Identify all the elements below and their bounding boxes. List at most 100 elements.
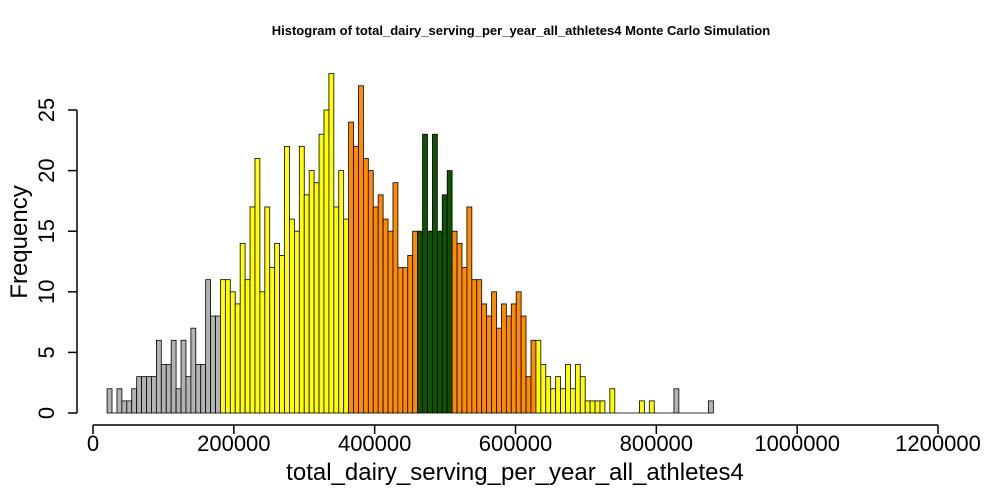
histogram-bar [486, 315, 492, 414]
histogram-bar [259, 291, 266, 414]
histogram-bar [151, 376, 157, 414]
histogram-bar [190, 327, 197, 414]
histogram-bar [362, 158, 369, 414]
histogram-bar [673, 388, 680, 414]
x-tick-label: 400000 [338, 431, 411, 456]
histogram-bar [333, 206, 340, 414]
x-tick-label: 600000 [479, 431, 552, 456]
x-axis: 0 200000 400000 600000 800000 1000000 1200000 [87, 424, 981, 456]
histogram-bar [530, 339, 537, 414]
histogram-bar [254, 158, 261, 414]
histogram-bar [476, 279, 483, 414]
y-tick-label: 15 [34, 219, 59, 243]
histogram-bar [269, 267, 276, 414]
histogram-bar [579, 376, 586, 414]
histogram-bar [520, 315, 527, 414]
histogram-bar [289, 218, 295, 414]
histogram-bar [609, 388, 616, 414]
histogram-bar [343, 218, 350, 414]
histogram-bar [481, 303, 488, 414]
y-tick-label: 25 [34, 98, 59, 122]
histogram-bar [328, 73, 335, 414]
histogram-bar [308, 170, 315, 414]
histogram-bar [565, 364, 571, 414]
x-tick-label: 800000 [620, 431, 693, 456]
histogram-bar [471, 279, 478, 414]
histogram-bar [170, 339, 177, 414]
histogram-bar [496, 327, 502, 414]
histogram-bar [412, 230, 419, 414]
histogram-bar [570, 388, 576, 414]
histogram-bar [574, 364, 581, 414]
histogram-bar [338, 170, 345, 414]
histogram-bar [146, 376, 152, 414]
x-tick-label: 200000 [197, 431, 270, 456]
histogram-bar [436, 230, 443, 414]
histogram-bar [318, 133, 325, 414]
histogram-bar [407, 255, 414, 414]
histogram-bar [461, 267, 468, 414]
histogram-bar [185, 376, 192, 414]
histogram-bar [165, 364, 172, 414]
histogram-bar [239, 242, 246, 414]
histogram-bar [180, 339, 187, 414]
histogram-bar [594, 400, 601, 414]
histogram-bar [417, 230, 423, 414]
histogram-bar [141, 376, 147, 414]
histogram-bar [545, 376, 552, 414]
y-tick-label: 5 [34, 346, 59, 358]
histogram-bar [708, 400, 714, 414]
y-axis-label: Frequency [6, 185, 33, 298]
histogram-bar [126, 400, 133, 414]
histogram-bar [392, 182, 399, 414]
histogram-bar [155, 339, 162, 414]
histogram-bar [313, 182, 320, 414]
histogram-bar [456, 242, 463, 414]
histogram-bar [555, 376, 561, 414]
histogram-bar [589, 400, 596, 414]
histogram-bar [210, 315, 216, 414]
y-axis: 0 5 10 15 20 25 [34, 98, 78, 419]
y-tick-label: 0 [34, 407, 59, 419]
histogram-bar [215, 315, 221, 414]
histogram-bar [136, 376, 142, 414]
histogram-bar [540, 364, 547, 414]
histogram-bar [382, 218, 389, 414]
histogram-bar [432, 133, 438, 414]
histogram-bar [550, 388, 557, 414]
histogram-bar [466, 206, 473, 414]
y-tick-label: 20 [34, 158, 59, 182]
histogram-bar [353, 145, 359, 414]
histogram-bar [195, 364, 202, 414]
histogram-bar [387, 230, 394, 414]
histogram-bar [377, 194, 384, 414]
histogram-bar [648, 400, 655, 414]
histogram-bar [402, 267, 409, 414]
histogram-bar [293, 230, 300, 414]
histogram-bar [367, 170, 374, 414]
histogram-bar [599, 400, 606, 414]
x-tick-label: 1000000 [754, 431, 840, 456]
histogram-bar [446, 170, 453, 414]
histogram-bar [106, 388, 113, 414]
histogram-bar [510, 303, 517, 414]
histogram-bar [160, 364, 167, 414]
histogram-bar [397, 267, 404, 414]
histogram-bar [427, 230, 433, 414]
histogram-bar [505, 315, 512, 414]
histogram-bar [264, 206, 271, 414]
histogram-bar [279, 255, 285, 414]
histogram-bar [131, 388, 138, 414]
histogram-bar [175, 388, 182, 414]
histogram-bar [234, 303, 241, 414]
histogram-bar [205, 279, 211, 414]
y-tick-label: 10 [34, 280, 59, 304]
histogram-bar [441, 194, 448, 414]
histogram-bar [515, 291, 522, 414]
histogram-bar [121, 400, 128, 414]
histogram-bar [491, 291, 497, 414]
histogram-bar [501, 303, 507, 414]
histogram-bar [229, 291, 236, 414]
histogram-bar [298, 145, 305, 414]
